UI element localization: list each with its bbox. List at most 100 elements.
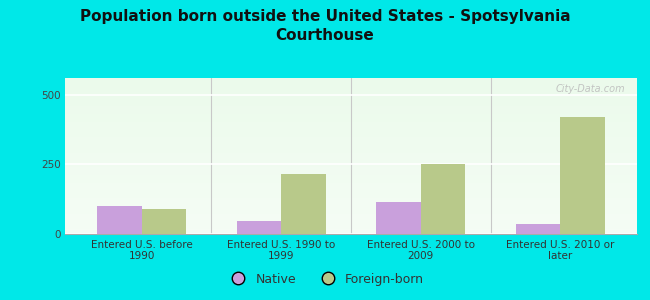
Bar	[65, 150, 637, 151]
Bar	[65, 218, 637, 220]
Bar	[281, 174, 326, 234]
Bar	[65, 223, 637, 225]
Bar	[65, 109, 637, 111]
Bar	[65, 192, 637, 194]
Bar	[65, 176, 637, 178]
Bar	[65, 209, 637, 211]
Bar	[65, 103, 637, 104]
Bar	[65, 195, 637, 196]
Bar	[142, 209, 187, 234]
Bar	[65, 106, 637, 108]
Bar	[65, 104, 637, 106]
Bar	[65, 101, 637, 103]
Bar	[65, 123, 637, 125]
Bar	[65, 167, 637, 169]
Bar	[65, 221, 637, 223]
Bar	[65, 154, 637, 156]
Bar	[65, 181, 637, 182]
Bar	[65, 158, 637, 159]
Bar	[65, 143, 637, 145]
Bar	[65, 142, 637, 143]
Bar	[65, 140, 637, 142]
Bar	[65, 137, 637, 139]
Bar	[65, 131, 637, 133]
Bar	[65, 215, 637, 217]
Bar	[421, 164, 465, 234]
Bar	[65, 220, 637, 221]
Bar	[65, 118, 637, 120]
Bar	[65, 182, 637, 184]
Bar	[65, 231, 637, 232]
Bar	[65, 122, 637, 123]
Bar	[65, 162, 637, 164]
Bar	[65, 198, 637, 200]
Bar	[65, 125, 637, 126]
Bar	[65, 179, 637, 181]
Bar	[65, 196, 637, 198]
Bar	[560, 117, 605, 234]
Bar	[65, 134, 637, 136]
Bar	[65, 136, 637, 137]
Bar	[97, 206, 142, 234]
Bar	[65, 170, 637, 172]
Bar	[65, 92, 637, 94]
Bar	[515, 224, 560, 234]
Bar	[65, 100, 637, 101]
Bar	[65, 112, 637, 114]
Bar	[65, 130, 637, 131]
Bar	[65, 95, 637, 97]
Legend: Native, Foreign-born: Native, Foreign-born	[221, 268, 429, 291]
Bar	[65, 178, 637, 179]
Bar	[65, 128, 637, 130]
Bar	[65, 165, 637, 167]
Bar	[65, 226, 637, 228]
Bar	[65, 186, 637, 187]
Bar	[65, 194, 637, 195]
Bar	[65, 211, 637, 212]
Bar	[65, 87, 637, 89]
Bar	[65, 126, 637, 128]
Bar	[65, 225, 637, 226]
Bar	[65, 80, 637, 81]
Bar	[65, 86, 637, 87]
Bar	[65, 161, 637, 162]
Bar	[65, 89, 637, 91]
Bar	[65, 200, 637, 201]
Bar	[65, 187, 637, 189]
Bar	[65, 159, 637, 161]
Bar	[65, 117, 637, 118]
Bar	[65, 98, 637, 100]
Bar	[65, 228, 637, 229]
Bar	[65, 164, 637, 165]
Bar	[65, 229, 637, 231]
Bar	[65, 214, 637, 215]
Bar	[65, 175, 637, 176]
Bar	[65, 172, 637, 173]
Bar	[65, 148, 637, 150]
Bar	[65, 156, 637, 158]
Bar	[65, 190, 637, 192]
Bar	[65, 204, 637, 206]
Bar	[65, 114, 637, 116]
Bar	[65, 91, 637, 92]
Bar	[65, 173, 637, 175]
Bar	[65, 232, 637, 234]
Bar	[65, 83, 637, 84]
Bar	[65, 97, 637, 98]
Bar	[65, 153, 637, 154]
Bar	[65, 203, 637, 204]
Bar	[237, 221, 281, 234]
Bar	[65, 116, 637, 117]
Bar	[65, 78, 637, 80]
Bar	[65, 145, 637, 147]
Bar	[65, 189, 637, 190]
Bar	[65, 81, 637, 83]
Bar	[65, 120, 637, 122]
Bar	[65, 84, 637, 86]
Bar	[65, 147, 637, 148]
Bar	[65, 184, 637, 186]
Bar	[376, 202, 421, 234]
Bar	[65, 169, 637, 170]
Bar	[65, 206, 637, 208]
Bar	[65, 108, 637, 109]
